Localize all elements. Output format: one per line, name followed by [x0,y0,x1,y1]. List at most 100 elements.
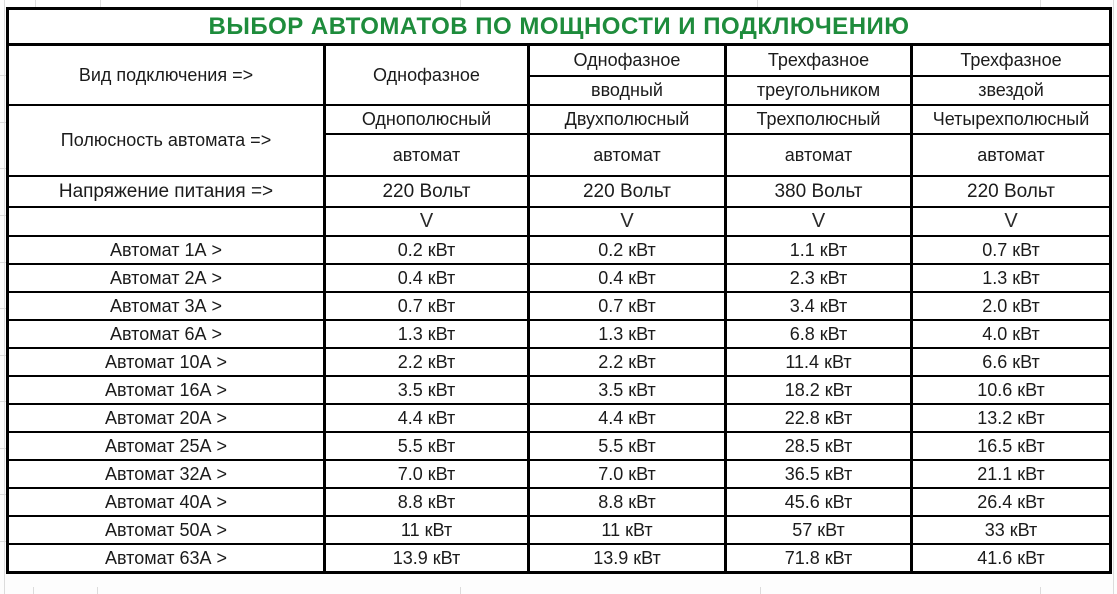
power-value: 6.8 кВт [724,319,913,349]
power-value: 11 кВт [527,515,727,545]
power-value: 10.6 кВт [909,375,1113,405]
header-pole-col1: Однополюсный [323,104,530,135]
power-value: 4.4 кВт [527,403,727,433]
power-value: 33 кВт [909,515,1113,545]
connection-row-2: вводный треугольником звездой [8,75,1113,106]
pole-word-row: автомат автомат автомат автомат [8,133,1113,177]
sheet-gridline [0,215,6,216]
breaker-label: Автомат 25А > [6,431,326,461]
sheet-gridline [33,587,34,594]
marker-empty-cell [6,206,326,237]
sheet-gridline [0,168,6,169]
marker-row: V V V V [6,206,1113,237]
row-label-polarity: Полюсность автомата => [6,104,326,177]
power-value: 8.8 кВт [323,487,530,517]
header-connection-col3-line2: треугольником [724,75,913,106]
breaker-label: Автомат 6А > [6,319,326,349]
breaker-data-body: Автомат 1А > 0.2 кВт 0.2 кВт 1.1 кВт 0.7… [6,235,1113,574]
power-value: 11 кВт [323,515,530,545]
table-row: Автомат 1А > 0.2 кВт 0.2 кВт 1.1 кВт 0.7… [6,235,1113,265]
marker-col3: V [724,206,913,237]
breaker-label: Автомат 2А > [6,263,326,293]
sheet-gridline [757,0,758,7]
table-row: Автомат 25А > 5.5 кВт 5.5 кВт 28.5 кВт 1… [6,431,1113,461]
power-value: 0.4 кВт [527,263,727,293]
header-connection-col2-line1: Однофазное [527,43,727,77]
page-title: ВЫБОР АВТОМАТОВ ПО МОЩНОСТИ И ПОДКЛЮЧЕНИ… [5,7,1113,46]
power-value: 26.4 кВт [909,487,1113,517]
table-row: Автомат 3А > 0.7 кВт 0.7 кВт 3.4 кВт 2.0… [6,291,1113,321]
sheet-gridline [0,355,6,356]
breaker-label: Автомат 16А > [6,375,326,405]
breaker-label: Автомат 32А > [6,459,326,489]
header-voltage-col3: 380 Вольт [724,175,913,208]
table-row: Автомат 50А > 11 кВт 11 кВт 57 кВт 33 кВ… [6,515,1113,545]
marker-col2: V [527,206,727,237]
power-value: 2.2 кВт [323,347,530,377]
table-row: Автомат 40А > 8.8 кВт 8.8 кВт 45.6 кВт 2… [6,487,1113,517]
power-value: 2.0 кВт [909,291,1113,321]
power-value: 6.6 кВт [909,347,1113,377]
power-value: 4.4 кВт [323,403,530,433]
power-value: 3.5 кВт [527,375,727,405]
breaker-label: Автомат 63А > [6,543,326,574]
power-value: 7.0 кВт [323,459,530,489]
breaker-label: Автомат 20А > [6,403,326,433]
header-pole-word-col3: автомат [724,133,913,177]
row-label-voltage: Напряжение питания => [6,175,326,208]
breaker-label: Автомат 1А > [6,235,326,265]
table-row: Автомат 16А > 3.5 кВт 3.5 кВт 18.2 кВт 1… [6,375,1113,405]
header-pole-word-col4: автомат [909,133,1113,177]
power-value: 22.8 кВт [724,403,913,433]
power-value: 2.2 кВт [527,347,727,377]
sheet-gridline [1113,0,1114,594]
power-value: 28.5 кВт [724,431,913,461]
power-value: 5.5 кВт [527,431,727,461]
sheet-gridline [1040,587,1041,594]
header-pole-col4: Четырехполюсный [909,104,1113,135]
table-row: Автомат 6А > 1.3 кВт 1.3 кВт 6.8 кВт 4.0… [6,319,1113,349]
power-value: 0.2 кВт [527,235,727,265]
header-connection-col2-line2: вводный [527,75,727,106]
marker-col1: V [323,206,530,237]
header-pole-col2: Двухполюсный [527,104,727,135]
power-value: 21.1 кВт [909,459,1113,489]
power-value: 13.9 кВт [323,543,530,574]
sheet-gridline [0,401,6,402]
table-row: Автомат 2А > 0.4 кВт 0.4 кВт 2.3 кВт 1.3… [6,263,1113,293]
power-value: 5.5 кВт [323,431,530,461]
table-row: Автомат 63А > 13.9 кВт 13.9 кВт 71.8 кВт… [6,543,1113,574]
power-value: 0.4 кВт [323,263,530,293]
table-row: Автомат 10А > 2.2 кВт 2.2 кВт 11.4 кВт 6… [6,347,1113,377]
marker-col4: V [909,206,1113,237]
sheet-gridline [0,308,6,309]
header-connection-col3-line1: Трехфазное [724,43,913,77]
sheet-gridline [35,0,36,7]
power-value: 13.9 кВт [527,543,727,574]
sheet-gridline [460,587,461,594]
power-value: 0.2 кВт [323,235,530,265]
header-voltage-col4: 220 Вольт [909,175,1113,208]
power-value: 11.4 кВт [724,347,913,377]
power-value: 3.5 кВт [323,375,530,405]
breaker-label: Автомат 50А > [6,515,326,545]
power-value: 0.7 кВт [527,291,727,321]
breaker-label: Автомат 10А > [6,347,326,377]
sheet-gridline [0,541,6,542]
power-value: 45.6 кВт [724,487,913,517]
header-voltage-col2: 220 Вольт [527,175,727,208]
power-value: 1.3 кВт [323,319,530,349]
title-row: ВЫБОР АВТОМАТОВ ПО МОЩНОСТИ И ПОДКЛЮЧЕНИ… [5,7,1113,46]
sheet-gridline [100,0,101,7]
power-value: 8.8 кВт [527,487,727,517]
power-value: 57 кВт [724,515,913,545]
power-value: 18.2 кВт [724,375,913,405]
power-value: 41.6 кВт [909,543,1113,574]
power-value: 0.7 кВт [323,291,530,321]
sheet-gridline [4,0,5,594]
row-label-connection: Вид подключения => [6,43,326,106]
header-connection-col4-line1: Трехфазное [909,43,1113,77]
voltage-row: Напряжение питания => 220 Вольт 220 Воль… [6,175,1113,208]
power-value: 36.5 кВт [724,459,913,489]
